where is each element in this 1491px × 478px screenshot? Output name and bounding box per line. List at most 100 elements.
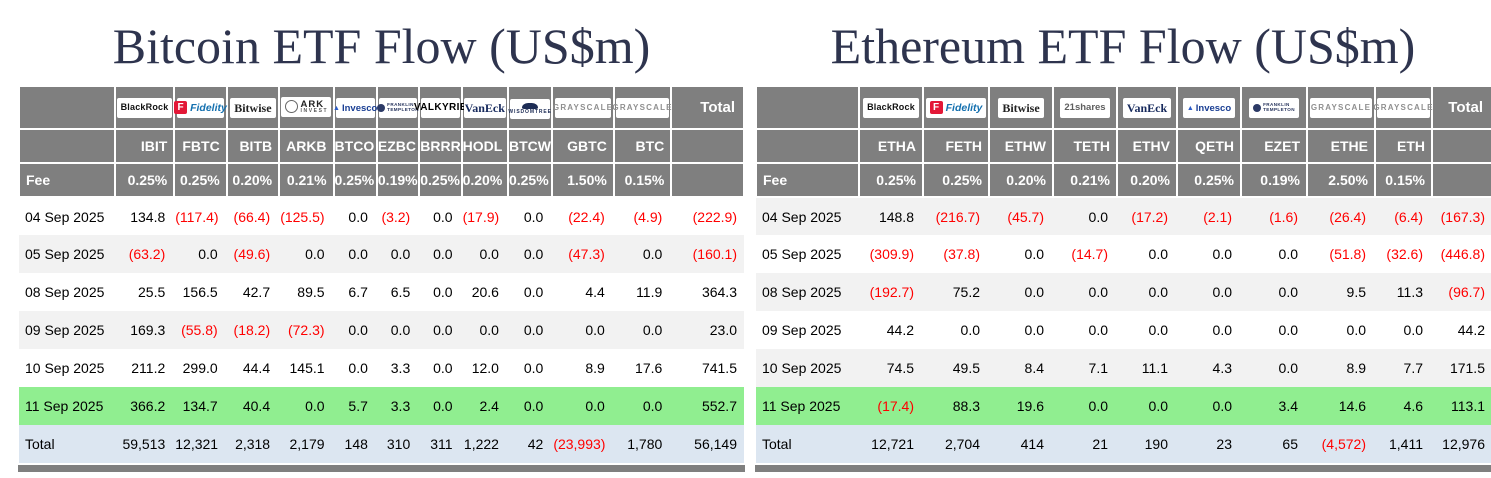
grayscale-wordmark: Grayscale	[1310, 103, 1372, 112]
logo-line: INVEST	[300, 108, 329, 115]
total-qeth: 23	[1216, 436, 1232, 452]
fee-feth: 0.25%	[922, 162, 990, 198]
next-table-header-strip	[755, 465, 1491, 472]
flow-qeth: 4.3	[1212, 360, 1232, 376]
provider-logo-fidelity: Fidelity	[922, 85, 990, 130]
fee-ethv: 0.20%	[1116, 162, 1178, 198]
logo-line: FRANKLIN	[387, 101, 414, 107]
flow-ezet: 0.0	[1278, 284, 1298, 300]
cumulative-total-row: Total 12,721 2,704 414 21 190 23 65 (4,572) 1,411…	[756, 425, 1491, 463]
date-cell: 11 Sep 2025	[25, 398, 104, 414]
total-btcw: 42	[527, 436, 544, 452]
total-btc: 1,780	[627, 436, 663, 452]
fee-row: Fee 0.25% 0.25% 0.20% 0.21% 0.20% 0.25% 0.19% 2.…	[755, 162, 1491, 198]
fee-etha: 0.25%	[858, 162, 924, 198]
ethereum-etf-flow-section: Ethereum ETF Flow (US$m) BlackRock Fideli…	[755, 0, 1491, 472]
total-ibit: 59,513	[122, 436, 166, 452]
ticker-ethv: ETHV	[1116, 128, 1178, 164]
bitwise-logo: Bitwise	[998, 97, 1044, 118]
flow-etha: 44.2	[886, 322, 914, 338]
logo-line: TEMPLETON	[387, 106, 419, 112]
flow-bitb: (66.4)	[233, 208, 271, 225]
fee-fbtc: 0.25%	[173, 162, 228, 198]
row-total: 113.1	[1451, 398, 1485, 414]
flow-ibit: 366.2	[130, 398, 166, 414]
flow-teth: 0.0	[1088, 208, 1108, 225]
flow-btc: (4.9)	[633, 208, 663, 225]
flow-arkb: (125.5)	[280, 208, 325, 225]
fee-ezbc: 0.19%	[375, 162, 421, 198]
row-total: (160.1)	[692, 246, 737, 262]
flow-ethv: 0.0	[1148, 322, 1168, 338]
row-total: 552.7	[701, 398, 737, 414]
flow-btcw: 0.0	[523, 398, 544, 414]
flow-row-10-sep-2025: 10 Sep 2025 211.2 299.0 44.4 145.1 0.0 3.3 0.0 1…	[19, 349, 744, 387]
flow-fbtc: 299.0	[182, 360, 218, 376]
vaneck-wordmark: VanEck	[464, 100, 505, 115]
fee-row-label: Fee	[755, 162, 860, 198]
row-total: 364.3	[701, 284, 737, 300]
row-total: (222.9)	[692, 208, 737, 225]
flow-eth: 4.6	[1403, 398, 1423, 414]
fee-hodl: 0.20%	[460, 162, 509, 198]
total-teth: 21	[1092, 436, 1108, 452]
flow-feth: 88.3	[952, 398, 980, 414]
flow-ezbc: 3.3	[390, 360, 411, 376]
flow-gbtc: 8.9	[585, 360, 605, 376]
flow-ethe: 14.6	[1338, 398, 1366, 414]
blackrock-logo: BlackRock	[117, 97, 172, 118]
total-gbtc: (23,993)	[553, 436, 606, 452]
flow-bitb: 40.4	[242, 398, 271, 414]
total-btco: 148	[344, 436, 368, 452]
ticker-btco: BTCO	[332, 128, 378, 164]
flow-ethw: (45.7)	[1007, 208, 1044, 225]
ticker-etha: ETHA	[858, 128, 924, 164]
ticker-ethw: ETHW	[988, 128, 1054, 164]
flow-row-09-sep-2025: 09 Sep 2025 169.3 (55.8) (18.2) (72.3) 0.0 0.0…	[19, 311, 744, 349]
flow-ezet: 0.0	[1278, 246, 1298, 262]
ticker-row-total-spacer	[1431, 128, 1491, 164]
flow-ezbc: (3.2)	[381, 208, 411, 225]
flow-ezet: 0.0	[1278, 322, 1298, 338]
bitwise-wordmark: Bitwise	[234, 100, 272, 115]
total-bitb: 2,318	[235, 436, 271, 452]
row-total: 23.0	[709, 322, 737, 338]
ticker-qeth: QETH	[1176, 128, 1242, 164]
flow-feth: 75.2	[952, 284, 980, 300]
total-fbtc: 12,321	[175, 436, 219, 452]
flow-btc: 17.6	[635, 360, 663, 376]
flow-ethv: 0.0	[1148, 284, 1168, 300]
row-total: (96.7)	[1448, 284, 1485, 300]
fee-btco: 0.25%	[332, 162, 378, 198]
flow-bitb: (18.2)	[233, 322, 271, 338]
flow-row-08-sep-2025: 08 Sep 2025 25.5 156.5 42.7 89.5 6.7 6.5 0.0 20.…	[19, 273, 744, 311]
flow-btco: 0.0	[348, 322, 368, 338]
flow-feth: (216.7)	[935, 208, 980, 225]
flow-btcw: 0.0	[523, 246, 544, 262]
ticker-gbtc: GBTC	[551, 128, 615, 164]
invesco-logo: Invesco	[1182, 98, 1236, 119]
row-total: (167.3)	[1440, 208, 1485, 225]
provider-logo-fidelity: Fidelity	[173, 85, 228, 130]
flow-etha: 148.8	[878, 208, 914, 225]
flow-etha: (309.9)	[869, 246, 914, 262]
valkyrie-wordmark: Valkyrie	[413, 102, 467, 113]
ticker-arkb: ARKB	[278, 128, 335, 164]
provider-logo-blackrock: BlackRock	[113, 85, 176, 130]
flow-btco: 5.7	[348, 398, 368, 414]
flow-qeth: 0.0	[1212, 398, 1232, 414]
total-column-header: Total	[1431, 85, 1491, 130]
date-cell: 08 Sep 2025	[762, 284, 842, 300]
ticker-bitb: BITB	[225, 128, 281, 164]
flow-hodl: 12.0	[471, 360, 499, 376]
flow-ezet: (1.6)	[1269, 208, 1298, 225]
wisdomtree-logo: WisdomTree	[508, 99, 551, 119]
flow-feth: 0.0	[960, 322, 980, 338]
row-total: 741.5	[701, 360, 737, 376]
flow-btcw: 0.0	[523, 322, 544, 338]
provider-logo-vaneck: VanEck	[460, 85, 509, 130]
grayscale-logo: Grayscale	[1373, 98, 1432, 118]
fee-ethw: 0.20%	[988, 162, 1054, 198]
flow-row-09-sep-2025: 09 Sep 2025 44.2 0.0 0.0 0.0 0.0 0.0 0.0 0.0 0.0 4…	[756, 311, 1491, 349]
